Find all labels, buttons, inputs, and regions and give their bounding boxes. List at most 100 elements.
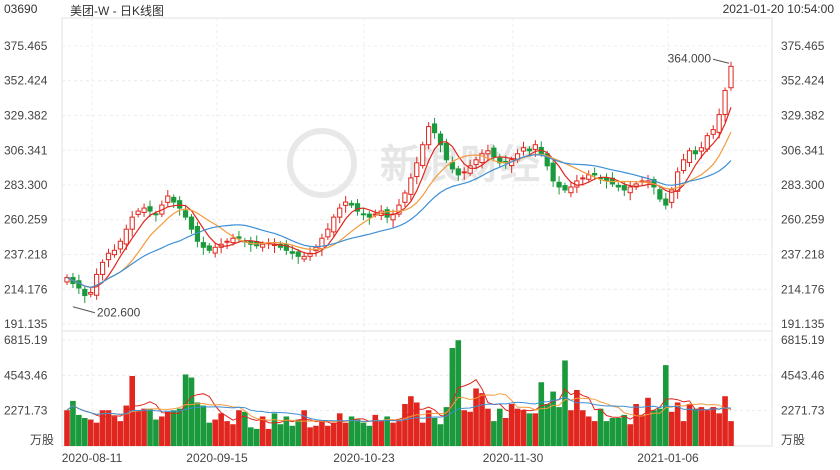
low-annotation-leader bbox=[72, 306, 96, 314]
volume-bar bbox=[390, 422, 396, 446]
volume-bar bbox=[242, 411, 248, 446]
volume-bar bbox=[105, 410, 112, 446]
candle-body bbox=[348, 202, 355, 206]
price-tick-right: 237.218 bbox=[781, 247, 825, 261]
candle-body bbox=[319, 237, 325, 250]
chart-title: 美团-W - 日K线图 bbox=[70, 4, 164, 18]
volume-bar bbox=[627, 424, 634, 446]
volume-bar bbox=[147, 408, 153, 446]
candle-body bbox=[544, 153, 550, 167]
candle-body bbox=[147, 206, 153, 212]
candle-body bbox=[117, 240, 123, 250]
volume-bar bbox=[544, 404, 551, 446]
volume-tick-right: 2271.73 bbox=[781, 404, 825, 418]
volume-bar bbox=[93, 422, 100, 446]
price-tick-right: 283.300 bbox=[781, 178, 825, 192]
candle-body bbox=[325, 228, 331, 238]
volume-bar bbox=[206, 422, 213, 446]
price-tick-left: 283.300 bbox=[4, 178, 48, 192]
candle-body bbox=[710, 129, 716, 135]
ma10-line bbox=[66, 131, 732, 289]
volume-bar bbox=[609, 418, 616, 446]
volume-bar bbox=[591, 421, 598, 446]
price-tick-left: 352.424 bbox=[4, 74, 48, 88]
candle-body bbox=[396, 204, 402, 215]
price-tick-left: 214.176 bbox=[4, 282, 48, 296]
candle-body bbox=[177, 200, 183, 209]
candle-body bbox=[722, 89, 728, 116]
candle-body bbox=[692, 150, 699, 155]
candle-body bbox=[171, 196, 177, 203]
volume-bar bbox=[710, 407, 717, 446]
volume-bar bbox=[425, 410, 432, 446]
volume-bar bbox=[135, 410, 141, 446]
price-tick-right: 329.382 bbox=[781, 109, 825, 123]
volume-bar bbox=[728, 421, 734, 446]
volume-bar bbox=[603, 421, 610, 446]
candle-body bbox=[343, 201, 349, 206]
candle-body bbox=[562, 185, 568, 191]
stock-code: 03690 bbox=[4, 2, 38, 16]
candle-body bbox=[431, 123, 438, 134]
volume-bar bbox=[674, 402, 681, 446]
volume-bar bbox=[384, 416, 390, 446]
volume-bar bbox=[455, 340, 462, 446]
volume-bar bbox=[194, 402, 201, 446]
candle-body bbox=[99, 261, 106, 275]
price-tick-left: 329.382 bbox=[4, 109, 48, 123]
volume-bar bbox=[550, 391, 556, 446]
candle-body bbox=[354, 203, 361, 212]
candle-body bbox=[224, 240, 230, 243]
volume-bar bbox=[141, 408, 147, 446]
volume-bar bbox=[289, 425, 296, 446]
chart-header: 03690 美团-W - 日K线图 2021-01-20 10:54:00 bbox=[0, 0, 840, 18]
volume-bar bbox=[639, 414, 645, 446]
volume-bar bbox=[402, 404, 408, 446]
volume-bar bbox=[574, 390, 580, 446]
candle-body bbox=[260, 243, 266, 248]
candle-body bbox=[473, 159, 479, 165]
watermark-logo bbox=[287, 128, 357, 198]
candle-body bbox=[479, 153, 485, 164]
price-tick-left: 375.465 bbox=[4, 39, 48, 53]
ma20-line bbox=[66, 154, 732, 289]
volume-bar bbox=[579, 410, 586, 446]
volume-bar bbox=[170, 410, 177, 446]
volume-bar bbox=[597, 408, 604, 446]
volume-bar bbox=[538, 382, 545, 446]
volume-bar bbox=[247, 427, 254, 446]
volume-bar bbox=[111, 416, 118, 446]
candle-body bbox=[556, 181, 562, 188]
candle-body bbox=[455, 168, 461, 176]
volume-bar bbox=[230, 424, 236, 446]
volume-bar bbox=[633, 404, 639, 446]
candle-body bbox=[384, 209, 390, 218]
price-tick-left: 237.218 bbox=[4, 247, 48, 261]
volume-bar bbox=[568, 410, 574, 446]
volume-bar bbox=[99, 410, 106, 446]
volume-ma5-line bbox=[66, 379, 732, 426]
candle-body bbox=[675, 171, 681, 192]
candle-body bbox=[716, 114, 722, 133]
volume-bar bbox=[64, 410, 70, 446]
candle-body bbox=[206, 245, 212, 251]
volume-bar bbox=[283, 416, 290, 446]
volume-bar bbox=[212, 419, 219, 446]
volume-bar bbox=[342, 422, 349, 446]
volume-bar bbox=[615, 418, 622, 446]
volume-bar bbox=[496, 408, 503, 446]
high-annotation: 364.000 bbox=[668, 51, 712, 65]
candle-body bbox=[289, 251, 295, 254]
volume-bar bbox=[348, 416, 355, 446]
x-tick-label: 2020-10-23 bbox=[333, 451, 395, 465]
volume-bar bbox=[313, 425, 319, 446]
volume-bar bbox=[218, 413, 224, 446]
candle-body bbox=[182, 210, 189, 218]
candle-body bbox=[236, 236, 242, 239]
volume-bar bbox=[271, 413, 278, 446]
volume-bar bbox=[473, 388, 479, 446]
candle-body bbox=[88, 292, 94, 295]
price-tick-left: 191.135 bbox=[4, 317, 48, 331]
volume-bar bbox=[236, 410, 242, 446]
